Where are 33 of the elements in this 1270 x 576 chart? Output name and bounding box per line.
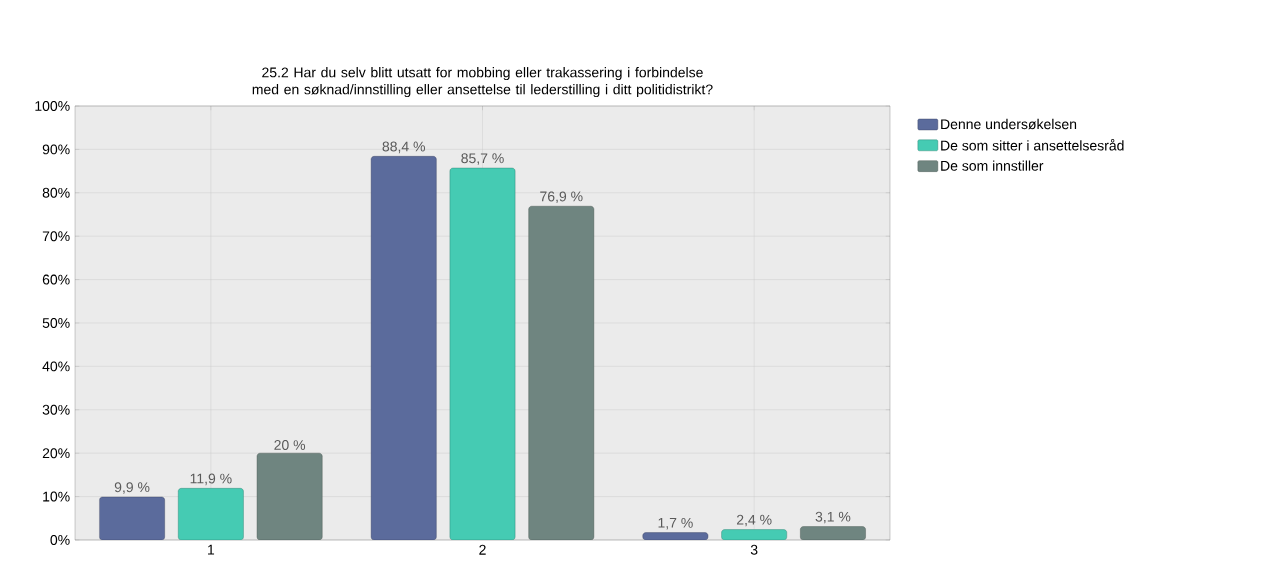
bar — [178, 488, 244, 540]
y-tick-label: 70% — [42, 231, 70, 242]
x-tick-label: 1 — [208, 544, 215, 555]
y-tick-label: 30% — [42, 404, 70, 415]
data-label: 9,9 % — [114, 482, 150, 494]
y-tick-label: 0% — [50, 535, 70, 545]
x-tick-label: 3 — [750, 544, 758, 555]
data-label: 20 % — [274, 440, 306, 450]
data-label: 1,7 % — [658, 517, 693, 530]
y-tick-label: 50% — [42, 318, 70, 328]
y-tick-label: 20% — [42, 448, 70, 459]
legend-label: Denne undersøkelsen — [941, 118, 1077, 130]
data-label: 2,4 % — [736, 514, 772, 527]
data-label: 88,4 % — [382, 141, 425, 154]
y-tick-label: 40% — [42, 361, 70, 372]
y-tick-label: 90% — [42, 144, 70, 155]
bar — [449, 167, 516, 540]
data-label: 3,1 % — [815, 511, 851, 524]
data-label: 76,9 % — [540, 191, 583, 204]
chart-title: 25.2 Har du selv blitt utsatt for mobbing eller trakassering i forbindelse med en søknad/innstilling eller ansettelse til lederstilling i ditt politidistrikt? — [252, 67, 713, 98]
y-tick-label: 10% — [43, 491, 70, 502]
data-label: 11,9 % — [190, 473, 232, 486]
y-tick-label: 100% — [35, 101, 70, 111]
bar — [256, 452, 323, 540]
bar — [99, 496, 165, 540]
legend-label: De som sitter i ansettelsesråd — [941, 139, 1124, 151]
data-label: 85,7 % — [461, 153, 504, 165]
y-tick-label: 80% — [42, 187, 70, 198]
legend-label: De som innstiller — [941, 160, 1044, 171]
x-tick-label: 2 — [479, 544, 486, 555]
y-tick-label: 60% — [42, 274, 70, 285]
bar — [528, 206, 595, 540]
bar — [370, 156, 437, 540]
